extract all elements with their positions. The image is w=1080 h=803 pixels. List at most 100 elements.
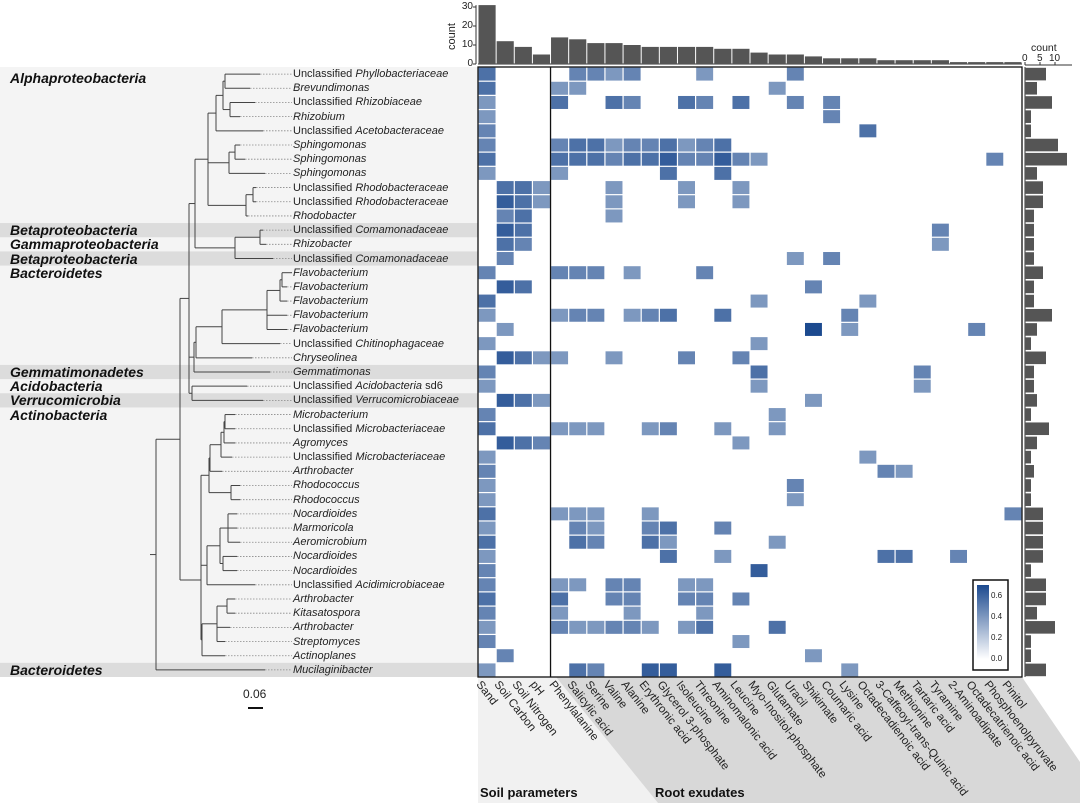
heatmap-cell xyxy=(623,152,641,166)
top-histogram-tick-label: 10 xyxy=(461,39,473,50)
heatmap-cell xyxy=(768,422,786,436)
heatmap-cell xyxy=(623,592,641,606)
heatmap-cell xyxy=(913,365,931,379)
taxon-group-label: Bacteroidetes xyxy=(10,264,103,281)
heatmap-cell xyxy=(659,138,677,152)
heatmap-cell xyxy=(496,209,514,223)
taxon-name: Sphingomonas xyxy=(293,153,367,166)
taxon-name: Nocardioides xyxy=(293,564,358,577)
top-histogram-bar xyxy=(677,46,696,64)
taxon-name: Verrucomicrobiaceae xyxy=(355,394,459,407)
top-histogram-bar xyxy=(641,46,659,64)
taxon-label: Unclassified Acetobacteraceae xyxy=(293,125,444,137)
top-histogram xyxy=(473,5,1022,65)
heatmap-cell xyxy=(514,393,532,407)
heatmap-cell xyxy=(732,592,750,606)
taxon-label: Rhodobacter xyxy=(293,210,356,222)
heatmap-cell xyxy=(696,138,714,152)
heatmap-cell xyxy=(478,564,496,578)
heatmap-cell xyxy=(569,138,587,152)
taxon-name: Flavobacterium xyxy=(293,295,369,308)
heatmap-cell xyxy=(478,95,496,109)
heatmap-cell xyxy=(750,294,768,308)
taxon-name: Rhodobacter xyxy=(293,209,356,222)
heatmap-cell xyxy=(478,166,496,180)
taxon-label: Mucilaginibacter xyxy=(293,664,372,676)
heatmap-cell xyxy=(551,422,569,436)
heatmap-cell xyxy=(768,81,786,95)
taxon-name: Phyllobacteriaceae xyxy=(355,68,449,81)
heatmap-cell xyxy=(587,620,605,634)
taxon-name: Flavobacterium xyxy=(293,280,369,293)
heatmap-cell xyxy=(569,422,587,436)
taxon-name: Sphingomonas xyxy=(293,139,367,152)
heatmap-cell xyxy=(623,266,641,280)
heatmap-cell xyxy=(986,152,1004,166)
right-histogram-bar xyxy=(1025,195,1043,209)
taxon-name: Microbacteriaceae xyxy=(355,422,446,435)
heatmap-cell xyxy=(659,549,677,563)
top-histogram-bar xyxy=(804,56,823,64)
heatmap-cell xyxy=(587,422,605,436)
right-histogram-bar xyxy=(1025,422,1049,436)
heatmap-cell xyxy=(478,535,496,549)
legend-colorbar xyxy=(977,585,989,659)
heatmap-cell xyxy=(478,592,496,606)
heatmap-cell xyxy=(841,663,859,677)
right-histogram-bar xyxy=(1025,365,1034,379)
top-histogram-bar xyxy=(823,58,841,64)
right-histogram-bar xyxy=(1025,592,1046,606)
top-histogram-bar xyxy=(986,62,1004,64)
heatmap-cell xyxy=(496,393,514,407)
right-histogram-bar xyxy=(1025,606,1037,620)
heatmap-cell xyxy=(714,308,732,322)
heatmap-cell xyxy=(641,521,659,535)
right-histogram-tick-label: 10 xyxy=(1049,53,1061,64)
heatmap-cell xyxy=(478,266,496,280)
taxon-name: Marmoricola xyxy=(293,522,354,535)
top-histogram-bar xyxy=(587,43,605,64)
tree-scale-label: 0.06 xyxy=(243,687,267,701)
taxon-label: Nocardioides xyxy=(293,508,357,520)
right-histogram-bar xyxy=(1025,564,1031,577)
heatmap-cell xyxy=(478,549,496,563)
heatmap-cell xyxy=(805,322,822,336)
taxon-label: Unclassified Phyllobacteriaceae xyxy=(293,68,448,80)
taxon-prefix: Unclassified xyxy=(293,124,356,137)
heatmap-cell xyxy=(569,578,587,592)
heatmap-cell xyxy=(496,351,514,365)
taxon-label: Unclassified Microbacteriaceae xyxy=(293,451,445,463)
taxon-prefix: Unclassified xyxy=(293,451,356,464)
heatmap-cell xyxy=(696,67,714,81)
heatmap-cell xyxy=(841,308,859,322)
taxon-name: Flavobacterium xyxy=(293,323,369,336)
top-histogram-bar xyxy=(532,54,551,64)
right-histogram-bar xyxy=(1025,238,1034,251)
taxon-label: Sphingomonas xyxy=(293,153,366,165)
heatmap-cell xyxy=(659,308,677,322)
right-histogram-bar xyxy=(1025,649,1031,663)
right-histogram-bar xyxy=(1025,578,1046,592)
legend-tick-label: 0.0 xyxy=(991,654,1003,663)
heatmap-cell xyxy=(768,408,786,422)
heatmap-cell xyxy=(533,351,550,365)
top-histogram-bar xyxy=(750,52,768,64)
top-histogram-bar xyxy=(605,43,623,64)
taxon-group-label: Gammaproteobacteria xyxy=(10,236,159,253)
taxon-prefix: Unclassified xyxy=(293,422,356,435)
taxon-label: Aeromicrobium xyxy=(293,536,367,548)
taxon-name: Comamonadaceae xyxy=(355,224,449,237)
heatmap-cell xyxy=(877,549,895,563)
heatmap-cell xyxy=(605,592,623,606)
heatmap-cell xyxy=(496,195,514,209)
taxon-name: Nocardioides xyxy=(293,550,358,563)
heatmap-cell xyxy=(496,252,514,266)
heatmap-cell xyxy=(514,237,532,251)
heatmap-cell xyxy=(950,549,967,563)
heatmap-cell xyxy=(478,422,496,436)
taxon-name: Acetobacteraceae xyxy=(355,124,445,137)
taxon-group-label: Gemmatimonadetes xyxy=(10,364,144,380)
heatmap-cell xyxy=(678,181,695,195)
taxon-label: Marmoricola xyxy=(293,522,354,534)
right-histogram-bar xyxy=(1025,663,1046,677)
